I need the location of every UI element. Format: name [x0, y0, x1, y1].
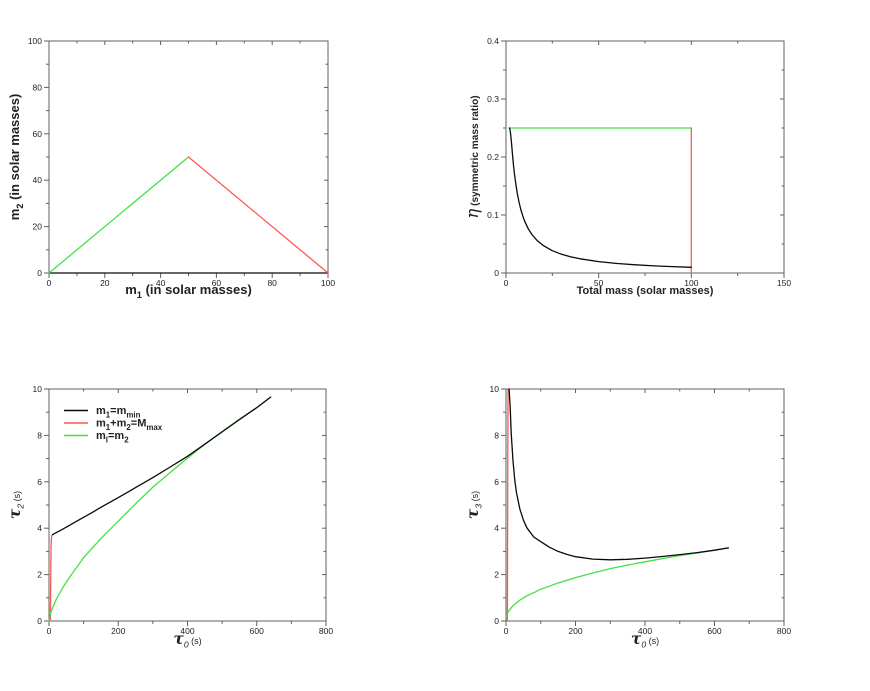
y-axis-label: τ2 (s): [5, 491, 26, 519]
x-tick-label: 200: [568, 626, 582, 636]
y-axis-label: m2 (in solar masses): [7, 94, 25, 221]
legend-label: ml=m2: [96, 430, 129, 444]
plot-mass-plane: 0 20 40 60 80 100 0 20 40 60 80 100 m1 (in solar mas…: [7, 36, 335, 300]
legend-label: m1=mmin: [96, 405, 141, 419]
x-axis-label: τ0 (s): [631, 629, 659, 650]
x-tick-label: 100: [684, 278, 698, 288]
x-tick-label: 100: [321, 278, 335, 288]
y-tick-label: 0.2: [487, 152, 499, 162]
curve-tau2-m1-plus-m2-equals-Mmax: [49, 534, 54, 622]
x-tick-label: 0: [504, 626, 509, 636]
y-tick-label: 40: [33, 175, 43, 185]
y-tick-label: 0.3: [487, 94, 499, 104]
plot-eta-vs-total-mass: 0 50 100 150 0 0.1 0.2 0.3 0.4 Total mass (solar …: [463, 36, 791, 297]
y-tick-label: 4: [494, 523, 499, 533]
y-tick-label: 0.4: [487, 36, 499, 46]
axis-frame: [505, 388, 785, 622]
x-tick-label: 200: [111, 626, 125, 636]
legend-label: m1+m2=Mmax: [96, 418, 163, 432]
y-tick-label: 60: [33, 129, 43, 139]
curve-tau2-m1-equals-mmin: [51, 396, 272, 536]
y-tick-label: 2: [494, 570, 499, 580]
y-tick-label: 6: [494, 477, 499, 487]
x-tick-label: 600: [707, 626, 721, 636]
axis-frame: [505, 40, 785, 274]
x-tick-label: 0: [47, 278, 52, 288]
x-tick-label: 80: [267, 278, 277, 288]
axis-frame: [48, 388, 327, 622]
x-tick-label: 150: [777, 278, 791, 288]
x-axis-label: τ0 (s): [173, 629, 201, 650]
y-tick-label: 80: [33, 82, 43, 92]
x-tick-label: 40: [156, 278, 166, 288]
y-tick-label: 8: [494, 430, 499, 440]
curve-tau3-m1-equals-m2: [505, 547, 730, 618]
x-tick-label: 400: [638, 626, 652, 636]
y-axis-label: η (symmetric mass ratio): [463, 95, 482, 218]
y-tick-label: 8: [37, 430, 42, 440]
y-tick-label: 100: [28, 36, 42, 46]
curve-total-mass-equals-mmax-boundary: [187, 156, 329, 274]
curve-tau3-m1-equals-mmin: [508, 388, 730, 561]
x-tick-label: 50: [594, 278, 604, 288]
y-tick-label: 4: [37, 523, 42, 533]
y-tick-label: 0: [494, 268, 499, 278]
curve-m1-equals-m2-boundary: [48, 156, 190, 274]
x-tick-label: 0: [504, 278, 509, 288]
curve-tau3-m1-plus-m2-equals-Mmax: [506, 388, 509, 622]
curve-eta-min-mass: [509, 127, 692, 268]
x-tick-label: 800: [777, 626, 791, 636]
y-tick-label: 10: [490, 384, 500, 394]
y-tick-label: 10: [33, 384, 43, 394]
y-tick-label: 20: [33, 222, 43, 232]
y-axis-label: τ3 (s): [463, 491, 484, 519]
y-tick-label: 0: [37, 616, 42, 626]
x-tick-label: 400: [180, 626, 194, 636]
x-tick-label: 600: [250, 626, 264, 636]
y-tick-label: 0.1: [487, 210, 499, 220]
x-tick-label: 0: [47, 626, 52, 636]
x-tick-label: 20: [100, 278, 110, 288]
x-tick-label: 800: [319, 626, 333, 636]
x-tick-label: 60: [212, 278, 222, 288]
plot-tau3-vs-tau0: 0 200 400 600 800 0 2 4 6 8 10 τ0 (s) τ3 (s): [463, 384, 791, 650]
y-tick-label: 6: [37, 477, 42, 487]
x-axis-label: Total mass (solar masses): [577, 285, 714, 297]
y-tick-label: 2: [37, 570, 42, 580]
y-tick-label: 0: [37, 268, 42, 278]
y-tick-label: 0: [494, 616, 499, 626]
x-axis-label: m1 (in solar masses): [125, 282, 252, 300]
